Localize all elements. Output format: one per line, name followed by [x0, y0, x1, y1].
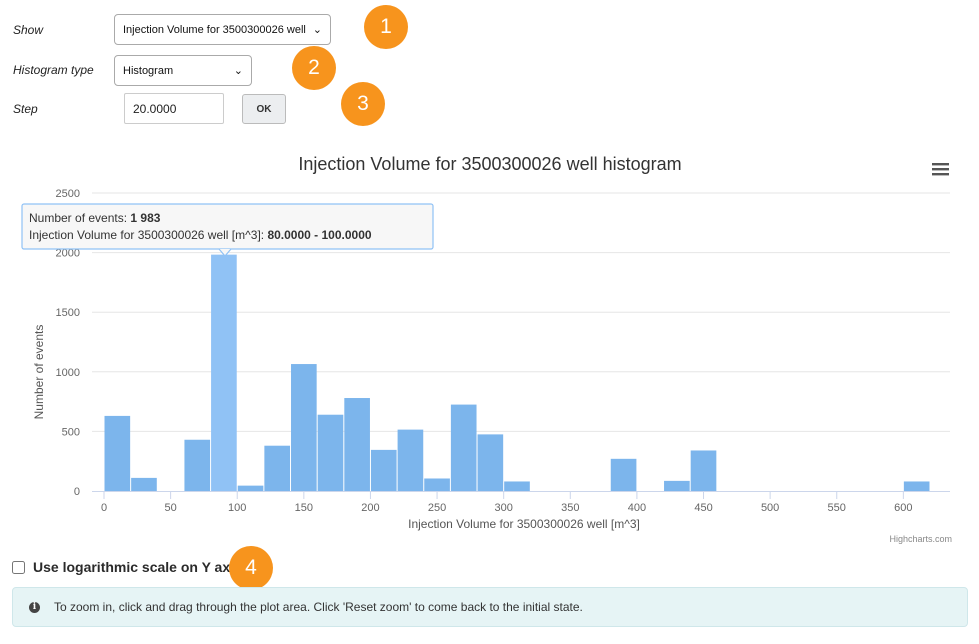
histogram-chart[interactable]: Injection Volume for 3500300026 well his…	[0, 140, 979, 550]
log-scale-checkbox[interactable]	[12, 560, 25, 574]
log-scale-label[interactable]: Use logarithmic scale on Y axis	[33, 559, 242, 575]
tooltip-range-label: Injection Volume for 3500300026 well [m^…	[29, 228, 267, 242]
svg-text:Number of events: 1 983: Number of events: 1 983	[29, 211, 161, 225]
step-badge-1: 1	[364, 5, 408, 49]
log-scale-row: Use logarithmic scale on Y axis	[12, 559, 242, 575]
axes: 0 500 1000 1500 2000 2500 0 50 100 150 200 250 300 35…	[56, 188, 950, 514]
x-tick-label: 550	[828, 502, 846, 514]
show-select-value: Injection Volume for 3500300026 well	[123, 23, 306, 36]
y-tick-label: 2500	[56, 188, 80, 200]
step-input[interactable]	[124, 93, 224, 124]
chevron-down-icon: ⌄	[312, 24, 322, 36]
tooltip: Number of events: 1 983 Injection Volume…	[21, 203, 434, 257]
tooltip-range-value: 80.0000 - 100.0000	[267, 228, 371, 242]
x-tick-label: 250	[428, 502, 446, 514]
show-label: Show	[13, 23, 44, 37]
x-tick-label: 150	[295, 502, 313, 514]
histogram-bar	[291, 364, 317, 491]
histogram-bar	[370, 449, 397, 491]
x-tick-label: 400	[628, 502, 646, 514]
histogram-bar	[690, 450, 717, 491]
x-tick-label: 300	[494, 502, 512, 514]
histogram-bar	[344, 398, 370, 491]
y-tick-label: 2000	[56, 248, 80, 260]
info-icon: i	[29, 601, 40, 613]
y-axis-title: Number of events	[32, 325, 46, 420]
grid-lines	[92, 192, 950, 432]
histogram-bar	[504, 481, 530, 491]
histogram-bar	[264, 445, 291, 491]
histogram-bar	[903, 481, 930, 491]
tooltip-count-value: 1 983	[130, 211, 160, 225]
x-tick-label: 500	[761, 502, 779, 514]
zoom-info-text: To zoom in, click and drag through the p…	[54, 600, 583, 614]
histogram-type-label: Histogram type	[13, 63, 94, 77]
histogram-bar	[317, 414, 344, 491]
x-tick-label: 350	[561, 502, 579, 514]
x-axis-title: Injection Volume for 3500300026 well [m^…	[408, 517, 640, 531]
y-tick-label: 0	[74, 486, 80, 498]
zoom-info-box: i To zoom in, click and drag through the…	[12, 587, 968, 627]
histogram-bar	[104, 415, 131, 491]
hamburger-menu-icon[interactable]	[932, 162, 949, 176]
chart-title: Injection Volume for 3500300026 well his…	[298, 154, 681, 174]
x-tick-label: 200	[361, 502, 379, 514]
step-label: Step	[13, 102, 38, 116]
histogram-bar	[237, 485, 264, 491]
x-tick-label: 450	[694, 502, 712, 514]
histogram-bar	[450, 404, 477, 491]
svg-text:Injection Volume for 350030002: Injection Volume for 3500300026 well [m^…	[29, 228, 372, 242]
histogram-type-select-value: Histogram	[123, 64, 174, 77]
highcharts-credits[interactable]: Highcharts.com	[889, 534, 952, 544]
histogram-bar	[131, 477, 157, 491]
histogram-bar	[664, 480, 690, 491]
histogram-type-select[interactable]: Histogram ⌄	[114, 55, 252, 86]
y-tick-label: 1000	[56, 367, 80, 379]
histogram-bar	[184, 439, 211, 491]
histogram-bar	[211, 254, 237, 491]
step-badge-3: 3	[341, 82, 385, 126]
histogram-bars	[104, 254, 930, 491]
x-tick-label: 600	[894, 502, 912, 514]
step-badge-2: 2	[292, 46, 336, 90]
ok-button[interactable]: OK	[242, 94, 286, 124]
x-tick-label: 50	[164, 502, 176, 514]
x-tick-label: 100	[228, 502, 246, 514]
y-tick-label: 1500	[56, 307, 80, 319]
histogram-bar	[477, 434, 504, 491]
tooltip-count-label: Number of events:	[29, 211, 130, 225]
show-select[interactable]: Injection Volume for 3500300026 well ⌄	[114, 14, 331, 45]
step-badge-4: 4	[229, 546, 273, 590]
histogram-bar	[424, 478, 450, 491]
chevron-down-icon: ⌄	[233, 65, 243, 77]
y-tick-label: 500	[62, 426, 80, 438]
x-tick-label: 0	[101, 502, 107, 514]
histogram-bar	[397, 429, 424, 491]
histogram-bar	[610, 458, 637, 491]
